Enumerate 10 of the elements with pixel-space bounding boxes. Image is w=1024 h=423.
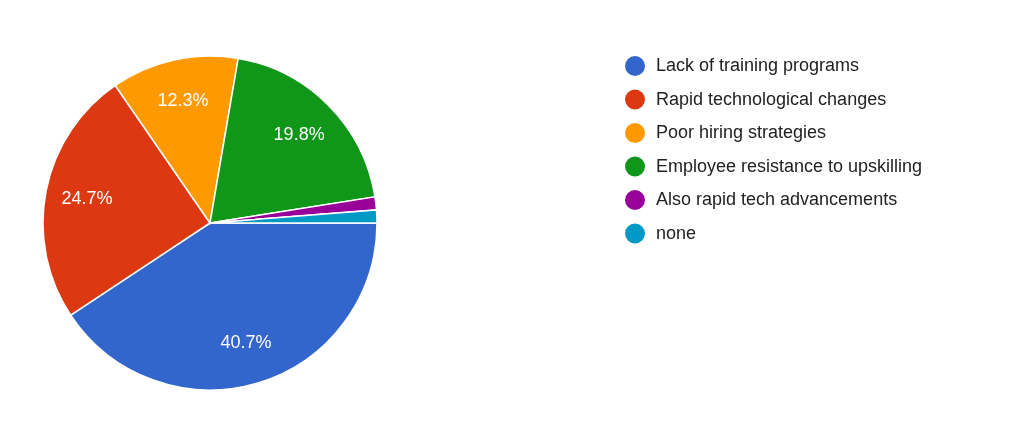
legend-label: Also rapid tech advancements — [656, 189, 898, 209]
legend-label: Poor hiring strategies — [656, 122, 827, 142]
legend-label: Lack of training programs — [656, 55, 860, 75]
data-label: 40.7% — [220, 331, 272, 352]
legend-label: Employee resistance to upskilling — [656, 155, 923, 176]
data-label: 19.8% — [273, 123, 325, 144]
legend-label: none — [656, 222, 697, 243]
legend-label: Rapid technological changes — [656, 88, 887, 109]
data-label: 12.3% — [157, 89, 209, 110]
data-label: 24.7% — [61, 188, 113, 209]
